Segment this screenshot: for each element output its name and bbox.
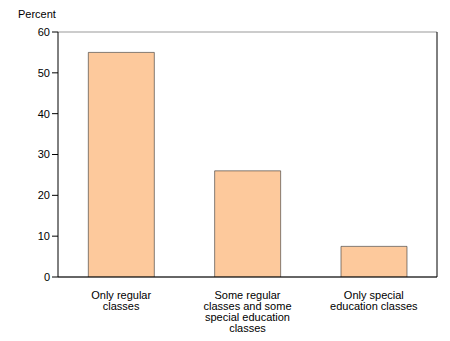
svg-text:20: 20 [38,189,50,201]
svg-text:Only regularclasses: Only regularclasses [91,289,151,312]
svg-text:60: 60 [38,26,50,38]
svg-text:50: 50 [38,67,50,79]
svg-text:30: 30 [38,148,50,160]
svg-text:Some regularclasses and somesp: Some regularclasses and somespecial educ… [203,289,291,333]
svg-text:0: 0 [44,271,50,283]
html-text:Percent: Percent [18,8,56,20]
svg-text:10: 10 [38,230,50,242]
svg-text:40: 40 [38,108,50,120]
svg-text:Only specialeducation classes: Only specialeducation classes [330,289,418,312]
